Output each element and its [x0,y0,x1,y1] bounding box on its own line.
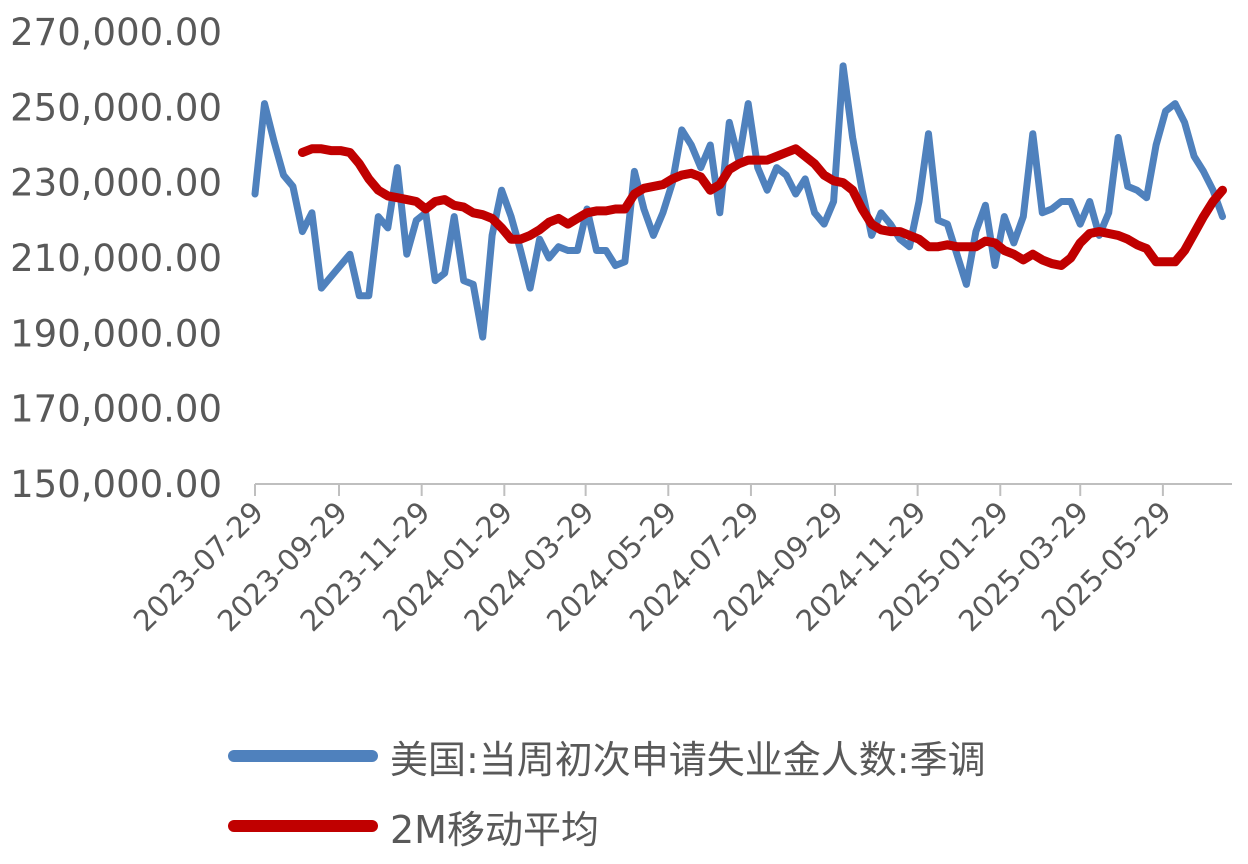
legend-swatch-blue [228,750,378,762]
y-tick-label: 270,000.00 [10,11,222,54]
line-chart: 270,000.00 250,000.00 230,000.00 210,000.00… [10,11,1232,638]
legend-item-seasonally-adjusted-claims: 美国:当周初次申请失业金人数:季调 [228,726,1238,786]
y-tick-label: 230,000.00 [10,162,222,205]
y-tick-label: 250,000.00 [10,86,222,129]
y-tick-label: 170,000.00 [10,388,222,431]
y-tick-label: 150,000.00 [10,463,222,506]
y-axis: 270,000.00 250,000.00 230,000.00 210,000.00… [10,11,222,506]
legend-label: 2M移动平均 [390,807,599,852]
legend-swatch-red [228,820,378,832]
legend-label: 美国:当周初次申请失业金人数:季调 [390,737,986,782]
series-line-moving-average [297,144,1227,270]
legend-item-moving-average: 2M移动平均 [228,796,1238,856]
y-tick-label: 190,000.00 [10,312,222,355]
y-tick-label: 210,000.00 [10,237,222,280]
plot-area [251,62,1227,341]
x-axis: 2023-07-292023-09-292023-11-292024-01-29… [127,484,1178,638]
